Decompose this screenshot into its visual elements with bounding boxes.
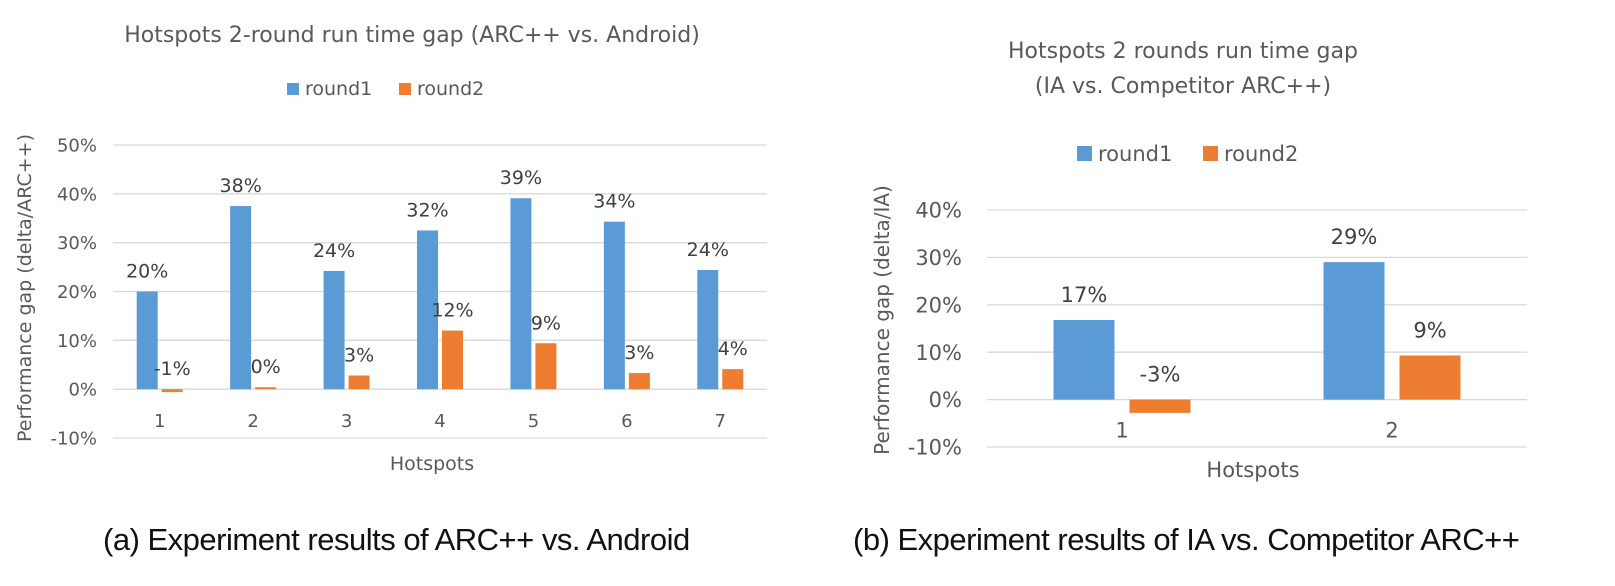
chart-a-xtick-label: 2 [247, 411, 258, 432]
chart-b-bar-round2 [1399, 355, 1461, 400]
chart-a-ylabel: Performance gap (delta/ARC++) [14, 134, 36, 442]
chart-b-bar-round1 [1323, 262, 1385, 400]
chart-b-ytick-label: 10% [915, 341, 962, 365]
chart-a-bar-round1 [603, 221, 625, 390]
chart-a-xtick-label: 6 [621, 411, 632, 432]
chart-b-bar-round1 [1053, 319, 1115, 400]
chart-b-ytick-label: -10% [908, 436, 962, 460]
chart-a-ytick-label: 50% [57, 135, 97, 156]
chart-a-bar-round2 [535, 343, 557, 390]
chart-a-plot-area: -10% 0% 10% 20% 30% 40% 50% 1 20% -1% 2 38% 0% 3 24% 3%… [50, 135, 767, 449]
chart-b-legend-round1: round1 [1098, 142, 1172, 166]
chart-b-ylabel: Performance gap (delta/IA) [870, 185, 894, 455]
chart-b-xtick-label: 2 [1385, 419, 1398, 443]
chart-b-plot-area: -10% 0% 10% 20% 30% 40% 1 17% -3% 2 29% 9% [908, 199, 1527, 460]
chart-a-data-label-round2: -1% [154, 358, 191, 380]
chart-a-ytick-label: 40% [57, 184, 97, 205]
chart-a-bar-round1 [136, 291, 158, 390]
chart-a-data-label-round1: 24% [313, 240, 355, 262]
chart-a-data-label-round1: 32% [406, 199, 448, 221]
chart-a-data-label-round1: 34% [593, 191, 635, 213]
chart-a-bar-round2 [348, 375, 370, 390]
chart-a-bar-round1 [417, 230, 438, 390]
chart-a-xlabel: Hotspots [390, 453, 474, 475]
chart-b-ytick-label: 40% [915, 199, 962, 223]
chart-b-bar-round2 [1129, 399, 1191, 413]
chart-a-data-label-round2: 3% [624, 342, 654, 364]
chart-b-legend-swatch-round1 [1077, 146, 1092, 161]
chart-a-bar-round2 [442, 330, 463, 390]
chart-b-xtick-label: 1 [1115, 419, 1128, 443]
chart-a-xtick-label: 1 [154, 411, 165, 432]
chart-a-ytick-label: 20% [57, 282, 97, 303]
chart-a-data-label-round1: 39% [500, 167, 542, 189]
chart-b-data-label-round1: 29% [1331, 225, 1378, 249]
chart-b-ytick-label: 20% [915, 293, 962, 317]
chart-a-legend-swatch-round2 [399, 83, 411, 95]
chart-a-data-label-round2: 4% [718, 338, 748, 360]
chart-a-ytick-label: 10% [57, 331, 97, 352]
chart-a-xtick-label: 3 [341, 411, 352, 432]
chart-a-bar-round2 [255, 387, 277, 390]
chart-b-subtitle: (IA vs. Competitor ARC++) [1035, 74, 1331, 99]
chart-a-bar-round1 [323, 270, 345, 390]
chart-a-legend-round1: round1 [305, 78, 372, 100]
chart-b-data-label-round2: -3% [1140, 363, 1181, 387]
chart-b-title: Hotspots 2 rounds run time gap [1008, 39, 1358, 64]
chart-b-ytick-label: 30% [915, 246, 962, 270]
chart-a-bar-round1 [230, 206, 252, 390]
chart-b-data-label-round2: 9% [1413, 319, 1446, 343]
chart-a-data-label-round2: 12% [431, 300, 473, 322]
chart-a-bar-round1 [510, 198, 532, 390]
chart-a-data-label-round1: 20% [126, 261, 168, 283]
chart-a-xtick-label: 5 [528, 411, 539, 432]
chart-a-ytick-label: 30% [57, 233, 97, 254]
chart-b-legend-round2: round2 [1224, 142, 1298, 166]
chart-b-xlabel: Hotspots [1206, 458, 1299, 482]
chart-a-data-label-round1: 24% [687, 239, 729, 261]
chart-b-data-label-round1: 17% [1061, 283, 1108, 307]
chart-a-legend-round2: round2 [417, 78, 484, 100]
chart-a-bar-round2 [628, 373, 650, 390]
chart-a-data-label-round2: 0% [251, 356, 281, 378]
chart-b-caption: (b) Experiment results of IA vs. Competi… [853, 522, 1520, 557]
chart-a-ytick-label: 0% [68, 380, 97, 401]
chart-a-data-label-round2: 9% [531, 312, 561, 334]
chart-a-bar-round2 [161, 389, 183, 393]
chart-a-xtick-label: 4 [434, 411, 445, 432]
chart-a-title: Hotspots 2-round run time gap (ARC++ vs.… [124, 23, 700, 48]
chart-a-caption: (a) Experiment results of ARC++ vs. Andr… [103, 522, 690, 557]
chart-b-ytick-label: 0% [929, 388, 962, 412]
chart-a-bar-round1 [697, 270, 719, 390]
chart-a-data-label-round1: 38% [220, 175, 262, 197]
chart-a-legend-swatch-round1 [287, 83, 299, 95]
chart-a-data-label-round2: 3% [344, 344, 374, 366]
chart-b-legend-swatch-round2 [1203, 146, 1218, 161]
chart-a-xtick-label: 7 [715, 411, 726, 432]
chart-a-ytick-label: -10% [50, 428, 97, 449]
chart-a-bar-round2 [722, 369, 744, 390]
